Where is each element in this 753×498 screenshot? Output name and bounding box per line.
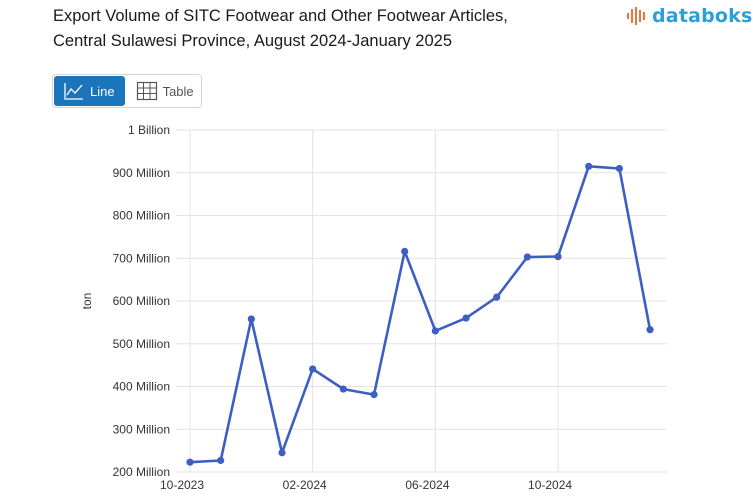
x-axis-ticks: 10-2023 02-2024 06-2024 10-2024	[160, 478, 572, 492]
data-points	[186, 162, 654, 466]
databoks-logo: databoks	[626, 5, 753, 27]
data-point[interactable]	[462, 314, 470, 322]
y-axis-label: ton	[80, 293, 94, 310]
data-point[interactable]	[186, 458, 194, 466]
y-tick-label: 1 Billion	[128, 123, 170, 137]
data-point[interactable]	[523, 253, 531, 261]
x-tick-label: 10-2023	[160, 478, 204, 492]
data-point[interactable]	[646, 326, 654, 334]
data-point[interactable]	[217, 456, 225, 465]
x-tick-label: 10-2024	[528, 478, 572, 492]
view-toggle: Line Table	[52, 74, 202, 108]
y-tick-label: 800 Million	[113, 209, 170, 223]
data-point[interactable]	[585, 162, 593, 170]
y-tick-label: 900 Million	[113, 166, 170, 180]
y-tick-label: 200 Million	[113, 465, 170, 479]
table-view-label: Table	[162, 83, 194, 99]
chart-title-line-1: Export Volume of SITC Footwear and Other…	[53, 7, 508, 25]
databoks-logo-text: databoks	[652, 5, 753, 27]
table-view-button[interactable]: Table	[126, 75, 204, 107]
y-axis-ticks: 200 Million 300 Million 400 Million 500 Mil…	[113, 123, 170, 479]
data-point[interactable]	[401, 247, 409, 256]
y-tick-label: 300 Million	[113, 422, 170, 436]
data-point[interactable]	[339, 385, 347, 393]
data-point[interactable]	[247, 315, 255, 323]
chart-title-line-2: Central Sulawesi Province, August 2024-J…	[53, 32, 452, 50]
y-tick-label: 600 Million	[113, 294, 170, 308]
y-tick-label: 700 Million	[113, 251, 170, 265]
data-point[interactable]	[615, 164, 623, 173]
line-view-button[interactable]: Line	[54, 76, 125, 106]
x-tick-label: 02-2024	[283, 478, 327, 492]
line-chart-icon	[64, 83, 83, 100]
data-point[interactable]	[278, 449, 286, 457]
y-tick-label: 500 Million	[113, 337, 170, 351]
data-point[interactable]	[370, 391, 378, 399]
series-line	[189, 165, 652, 464]
data-point[interactable]	[431, 327, 439, 335]
data-point[interactable]	[309, 365, 317, 373]
line-view-label: Line	[90, 83, 115, 99]
databoks-logo-icon	[627, 7, 645, 25]
x-tick-label: 06-2024	[405, 478, 449, 492]
chart-title: Export Volume of SITC Footwear and Other…	[53, 4, 613, 54]
y-tick-label: 400 Million	[113, 380, 170, 394]
data-point[interactable]	[493, 293, 501, 301]
data-point[interactable]	[554, 252, 562, 261]
chart-grid	[176, 129, 667, 473]
table-grid-icon	[136, 81, 157, 101]
